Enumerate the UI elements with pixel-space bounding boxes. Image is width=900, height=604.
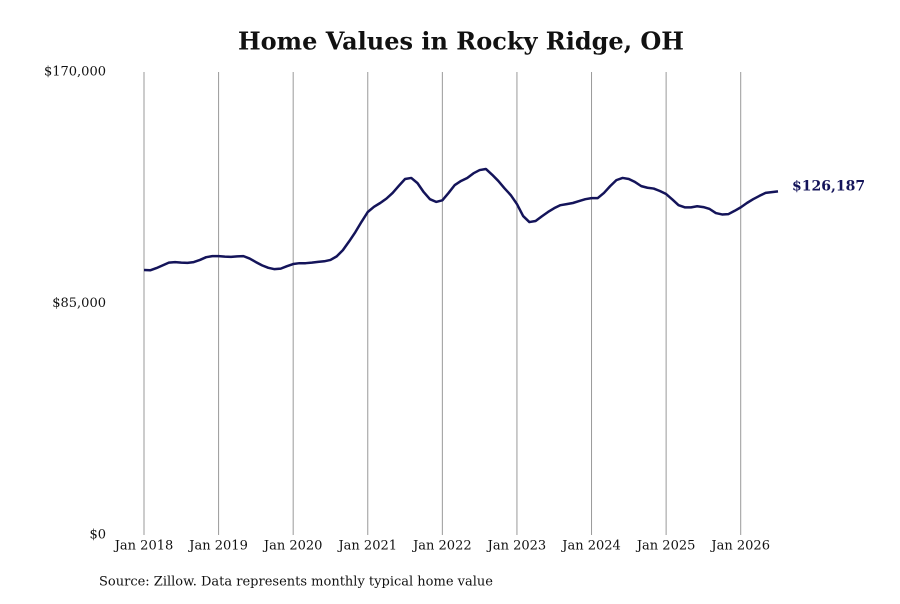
x-tick-label: Jan 2018 bbox=[113, 539, 174, 554]
x-tick-label: Jan 2023 bbox=[486, 539, 547, 554]
y-tick-label: $85,000 bbox=[52, 296, 106, 311]
x-tick-label: Jan 2021 bbox=[336, 539, 397, 554]
y-tick-label: $0 bbox=[89, 528, 106, 543]
chart-title: Home Values in Rocky Ridge, OH bbox=[238, 27, 684, 56]
x-tick-label: Jan 2020 bbox=[262, 539, 323, 554]
x-tick-label: Jan 2026 bbox=[709, 539, 770, 554]
series-line bbox=[143, 167, 779, 272]
x-tick-label: Jan 2022 bbox=[411, 539, 472, 554]
y-tick-label: $170,000 bbox=[44, 65, 106, 80]
x-tick-label: Jan 2019 bbox=[187, 539, 248, 554]
value-label: $126,187 bbox=[792, 178, 865, 194]
x-tick-label: Jan 2024 bbox=[560, 539, 621, 554]
source-note: Source: Zillow. Data represents monthly … bbox=[99, 575, 493, 590]
x-tick-label: Jan 2025 bbox=[635, 539, 696, 554]
